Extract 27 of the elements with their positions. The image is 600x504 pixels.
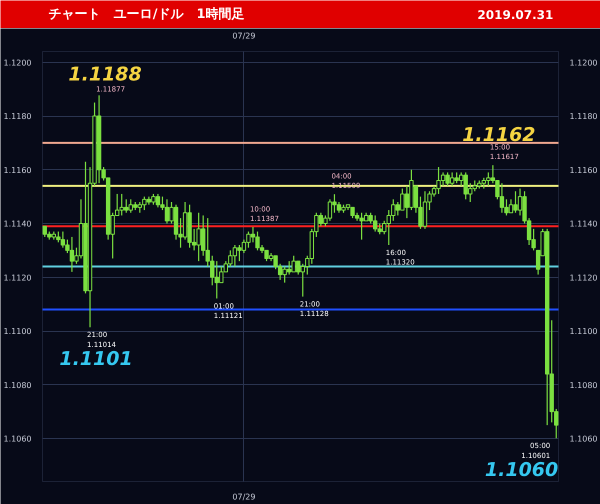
y2-tick-label: 1.1140 (570, 220, 598, 228)
y2-tick-label: 1.1060 (570, 434, 598, 444)
annotation: 1.1101 (59, 348, 133, 370)
y-tick-label: 1.1100 (4, 327, 32, 336)
candlestick (336, 201, 342, 214)
y-tick-label: 1.1080 (4, 380, 32, 390)
y-tick-label: 1.1180 (4, 112, 32, 121)
y-tick-label: 1.1160 (4, 166, 32, 175)
candlestick (255, 230, 260, 251)
y2-tick-label: 1.1080 (570, 380, 598, 390)
annotation: 1.1060 (484, 459, 558, 482)
y2-tick-label: 1.1200 (570, 58, 598, 68)
annotation: 1.1188 (68, 63, 142, 86)
y-tick-label: 1.1200 (4, 58, 32, 68)
candlestick (508, 198, 514, 214)
y2-tick-label: 1.1120 (570, 273, 598, 282)
y2-tick-label: 1.1160 (570, 166, 598, 175)
y-tick-label: 1.1120 (4, 273, 32, 282)
y2-tick-label: 1.1100 (570, 327, 598, 336)
chart-subtitle: 2019.07.31 (477, 8, 554, 22)
candlestick (513, 190, 518, 214)
category-label: 07/29 (232, 492, 256, 502)
candlestick (164, 198, 170, 224)
chart-title: チャート ユーロ/ドル 1時間足 (48, 7, 244, 22)
y-tick-label: 1.1140 (4, 220, 32, 228)
y-tick-label: 1.1060 (4, 434, 32, 444)
y2-tick-label: 1.1180 (570, 112, 598, 121)
